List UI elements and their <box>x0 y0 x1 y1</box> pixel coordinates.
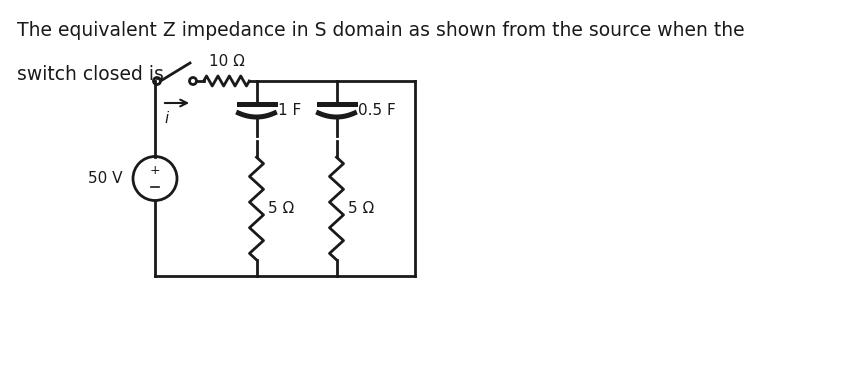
Text: i: i <box>165 111 169 126</box>
Text: 5 Ω: 5 Ω <box>348 201 375 216</box>
Text: +: + <box>150 164 160 177</box>
Text: 5 Ω: 5 Ω <box>268 201 295 216</box>
Text: The equivalent Z impedance in S domain as shown from the source when the: The equivalent Z impedance in S domain a… <box>17 21 745 40</box>
Text: 0.5 F: 0.5 F <box>359 103 396 118</box>
Text: 50 V: 50 V <box>89 171 123 186</box>
Text: 1 F: 1 F <box>279 103 302 118</box>
Text: switch closed is: switch closed is <box>17 65 164 84</box>
Text: 10 Ω: 10 Ω <box>209 54 244 69</box>
